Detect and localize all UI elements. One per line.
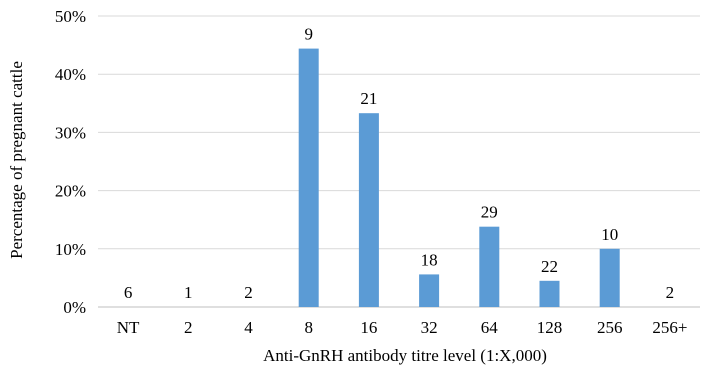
data-label: 29: [481, 203, 498, 222]
data-label: 6: [124, 283, 133, 302]
bar: [479, 226, 500, 307]
x-tick-label: 4: [244, 318, 253, 337]
data-label: 2: [244, 283, 253, 302]
y-tick-label: 30%: [55, 123, 86, 142]
x-tick-label: NT: [117, 318, 140, 337]
data-label: 10: [601, 225, 618, 244]
y-tick-label: 20%: [55, 182, 86, 201]
bar: [298, 48, 319, 307]
data-label: 18: [421, 250, 438, 269]
data-label: 9: [304, 25, 313, 44]
x-tick-label: 128: [537, 318, 563, 337]
gridlines: [98, 15, 700, 308]
bars: [298, 48, 620, 307]
data-label: 22: [541, 257, 558, 276]
x-axis-title: Anti-GnRH antibody titre level (1:X,000): [263, 346, 547, 365]
bar: [419, 274, 440, 307]
y-tick-label: 50%: [55, 7, 86, 26]
data-label: 21: [360, 89, 377, 108]
y-tick-label: 40%: [55, 65, 86, 84]
bar: [599, 248, 620, 307]
bar: [358, 113, 379, 307]
data-label: 1: [184, 283, 193, 302]
x-tick-label: 16: [360, 318, 377, 337]
x-tick-labels: NT 2 4 8 16 32 64 128 256 256+: [117, 318, 688, 337]
x-tick-label: 256: [597, 318, 623, 337]
x-tick-label: 2: [184, 318, 193, 337]
y-axis-title: Percentage of pregnant cattle: [7, 61, 26, 259]
bar: [539, 280, 560, 307]
y-tick-labels: 0% 10% 20% 30% 40% 50%: [55, 7, 86, 317]
x-tick-label: 32: [421, 318, 438, 337]
y-tick-label: 0%: [63, 298, 86, 317]
data-label: 2: [666, 283, 675, 302]
y-tick-label: 10%: [55, 240, 86, 259]
x-tick-label: 64: [481, 318, 499, 337]
x-tick-label: 256+: [652, 318, 687, 337]
x-tick-label: 8: [304, 318, 313, 337]
